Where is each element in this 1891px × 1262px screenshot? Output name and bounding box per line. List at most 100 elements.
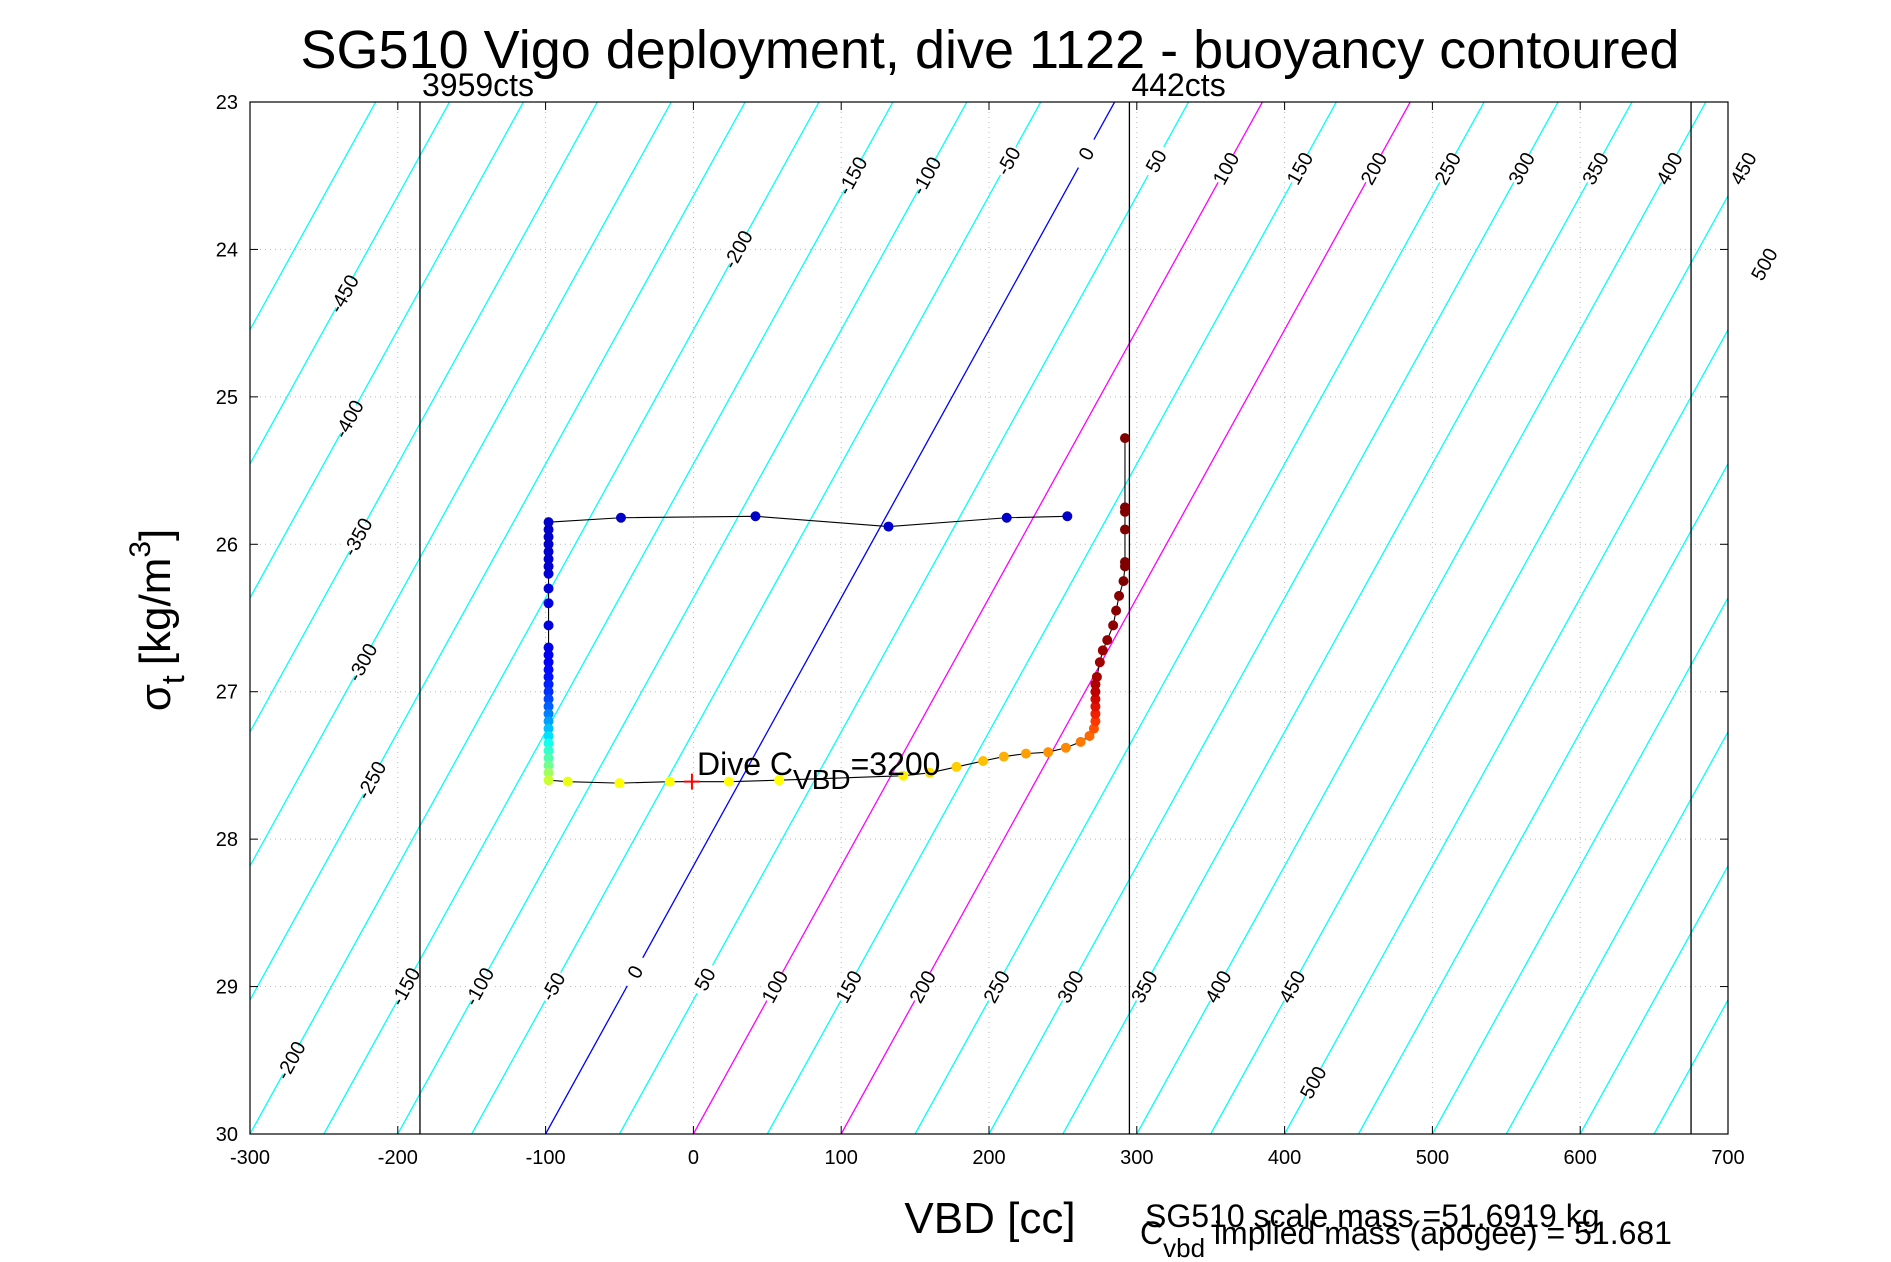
contour-line <box>1210 194 1728 1134</box>
y-tick-label: 27 <box>216 682 238 704</box>
contour-label: -300 <box>344 640 383 686</box>
contour-label-bg <box>326 274 362 313</box>
data-point <box>1043 747 1054 758</box>
contour-label: -150 <box>834 153 873 199</box>
vbd-limit-label: 442cts <box>1131 67 1225 103</box>
contour-label: 100 <box>758 967 793 1007</box>
contour-line <box>250 102 377 332</box>
contour-label: -100 <box>461 964 500 1010</box>
x-tick-label: 300 <box>1120 1147 1153 1169</box>
svg-text:σt[kg/m3]: σt [kg/m3] <box>124 529 191 712</box>
contour-label-bg <box>1651 149 1687 188</box>
contour-line <box>988 102 1559 1134</box>
contour-label-bg <box>1126 967 1162 1006</box>
contour-line <box>618 102 1190 1134</box>
y-axis-label-sub: t <box>155 675 191 684</box>
contour-line <box>1431 596 1728 1134</box>
data-point <box>1094 657 1105 668</box>
contour-line <box>471 102 1042 1134</box>
x-tick-label: 500 <box>1416 1147 1449 1169</box>
contour-line <box>1802 102 1891 1134</box>
x-tick-label: 400 <box>1268 1147 1301 1169</box>
contour-label: 150 <box>832 967 867 1007</box>
x-tick-label: 0 <box>688 1147 699 1169</box>
data-point <box>543 598 554 609</box>
contour-label: -200 <box>719 227 758 273</box>
implied-mass-text: Cvbd implied mass (apogee) = 51.681 <box>1140 1215 1672 1262</box>
contour-label: 250 <box>1431 149 1466 189</box>
buoyancy-contours <box>250 102 1891 1134</box>
dive-profile-series <box>543 433 1130 790</box>
contour-label: 350 <box>1579 149 1614 189</box>
contour-label-bg <box>990 141 1026 181</box>
data-point <box>614 778 625 789</box>
contour-line <box>250 102 451 466</box>
contour-label: 250 <box>980 967 1015 1007</box>
data-point <box>774 775 785 786</box>
contour-line <box>1505 730 1728 1134</box>
data-point <box>543 583 554 594</box>
data-point <box>1118 576 1129 587</box>
series-line <box>548 438 1126 784</box>
data-point <box>1001 512 1012 523</box>
data-point <box>978 756 989 767</box>
contour-label-bg <box>687 959 723 999</box>
x-tick-label: 600 <box>1564 1147 1597 1169</box>
contour-line <box>1579 864 1728 1134</box>
contour-label-bg <box>1295 1063 1331 1102</box>
contour-label-bg <box>331 399 367 439</box>
contour-label: -350 <box>339 515 378 561</box>
data-point <box>1102 635 1113 646</box>
y-tick-label: 26 <box>216 534 238 556</box>
data-point <box>1111 605 1122 616</box>
contour-label: 150 <box>1283 149 1318 189</box>
contour-line <box>766 102 1337 1134</box>
contour-label-bg <box>344 642 380 682</box>
contour-label: -400 <box>330 397 369 443</box>
y-axis-label-sup: 3 <box>124 541 157 558</box>
contour-label-bg <box>387 967 423 1006</box>
data-point <box>543 568 554 579</box>
contour-label-bg <box>353 760 389 800</box>
contour-label: 200 <box>1357 149 1392 189</box>
contour-label: -450 <box>325 271 364 317</box>
x-axis-label: VBD [cc] <box>904 1194 1075 1243</box>
x-tick-label: 700 <box>1711 1147 1744 1169</box>
y-tick-label: 23 <box>216 92 238 114</box>
data-point <box>1060 742 1071 753</box>
contour-line <box>914 102 1485 1134</box>
contour-line <box>323 102 894 1134</box>
data-point <box>1119 556 1130 567</box>
contour-label: 500 <box>1296 1063 1331 1103</box>
data-point <box>1119 524 1130 535</box>
contour-label-bg <box>979 967 1014 1006</box>
contour-label-bg <box>1068 134 1104 173</box>
x-tick-labels: -300 -200 -100 0 100 200 300 400 500 600 700 <box>230 102 1745 1169</box>
data-point <box>998 751 1009 762</box>
data-point <box>1084 730 1095 741</box>
contour-label: 450 <box>1726 149 1761 189</box>
y-tick-labels: 23 24 25 26 27 28 29 30 <box>216 92 1728 1146</box>
contour-line <box>1727 1132 1728 1134</box>
data-point <box>883 521 894 532</box>
contour-label-bg <box>1274 967 1310 1006</box>
y-tick-label: 24 <box>216 239 238 261</box>
x-tick-label: 100 <box>825 1147 858 1169</box>
data-point <box>1114 590 1125 601</box>
y-tick-label: 28 <box>216 829 238 851</box>
x-tick-label: -200 <box>378 1147 418 1169</box>
contour-label-bg <box>1577 149 1613 188</box>
contour-label-bg <box>905 967 940 1006</box>
x-tick-label: 200 <box>972 1147 1005 1169</box>
contour-label-bg <box>831 967 866 1006</box>
contour-label: 300 <box>1053 967 1088 1007</box>
contour-label-bg <box>273 1040 309 1080</box>
grid-lines <box>250 102 1728 1134</box>
contour-label: 200 <box>906 967 941 1007</box>
contour-line <box>1284 328 1728 1134</box>
y-axis-label-unit: [kg/m <box>131 558 180 666</box>
contour-label-bg <box>1746 244 1782 284</box>
contour-label-bg <box>834 156 870 196</box>
contour-label: 400 <box>1201 967 1236 1007</box>
